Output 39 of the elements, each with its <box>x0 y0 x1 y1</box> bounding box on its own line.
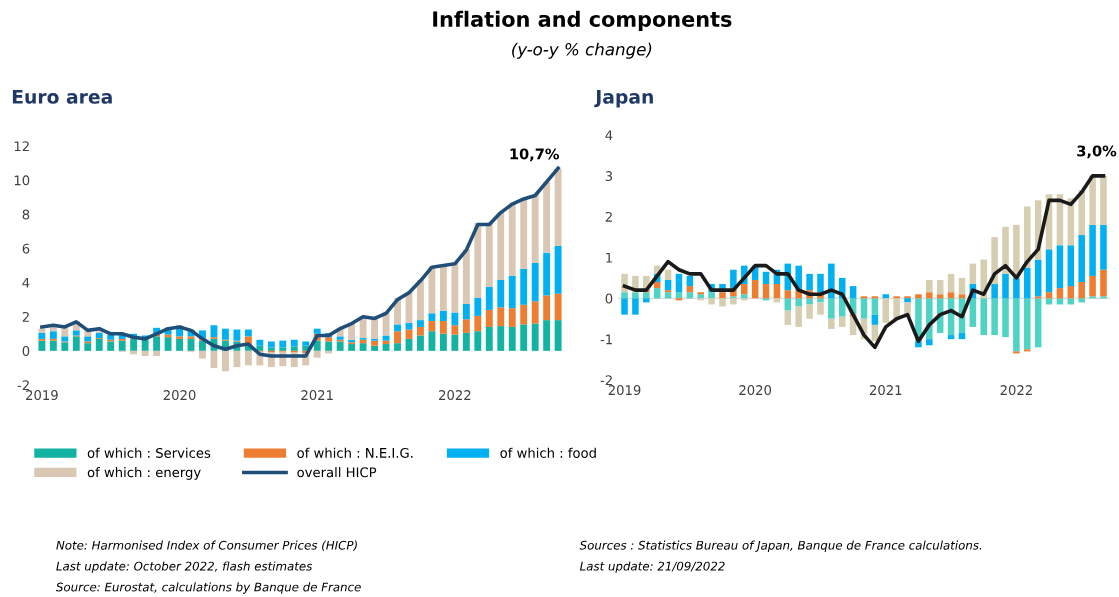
x-tick-label: 2020 <box>739 385 772 396</box>
x-tick-label: 2021 <box>869 385 902 396</box>
x-tick-label: 2021 <box>301 390 333 401</box>
y-tick-label: 4 <box>605 130 613 141</box>
legend-label: of which : Services <box>87 447 211 458</box>
x-tick-label: 2022 <box>1000 385 1032 396</box>
x-tick-label: 2019 <box>608 385 641 396</box>
text: (y-o-y % change) <box>512 42 652 59</box>
y-tick-label: 0 <box>22 346 30 357</box>
legend-label: of which : food <box>500 447 596 458</box>
y-tick-label: 0 <box>605 293 613 304</box>
y-tick-label: -2 <box>600 375 612 386</box>
text: Note: Harmonised Index of Consumer Prices (HICP) <box>56 540 357 552</box>
y-tick-label: 12 <box>14 141 29 152</box>
text: Last update: 21/09/2022 <box>579 561 725 573</box>
y-tick-label: 6 <box>22 243 30 254</box>
text: Last update: October 2022, flash estimates <box>56 561 313 573</box>
annotation: 3,0% <box>1077 145 1117 159</box>
y-tick-label: 3 <box>605 171 613 182</box>
x-tick-label: 2020 <box>163 390 196 401</box>
chart-title: Euro area <box>12 89 112 104</box>
annotation: 10,7% <box>510 148 560 162</box>
source-note: Source: Eurostat, calculations by Banque de France <box>56 582 361 594</box>
x-tick-label: 2022 <box>439 390 471 401</box>
y-tick-label: -2 <box>17 380 29 391</box>
y-tick-label: 1 <box>606 252 612 263</box>
y-tick-label: 2 <box>605 211 612 222</box>
legend-label: of which : energy <box>87 467 201 480</box>
legend-label: overall HICP <box>297 467 377 478</box>
y-tick-label: -1 <box>600 334 612 345</box>
source-note: Sources : Statistics Bureau of Japan, Banque de France calculations. <box>579 540 982 552</box>
y-tick-label: 8 <box>22 209 30 220</box>
x-tick-label: 2019 <box>26 390 58 401</box>
y-tick-label: 10 <box>14 175 30 186</box>
legend-label: of which : N.E.I.G. <box>297 447 413 458</box>
y-tick-label: 2 <box>22 311 29 322</box>
text: Inflation and components <box>433 10 732 31</box>
y-tick-label: 4 <box>22 277 30 288</box>
chart-title: Japan <box>594 89 653 108</box>
